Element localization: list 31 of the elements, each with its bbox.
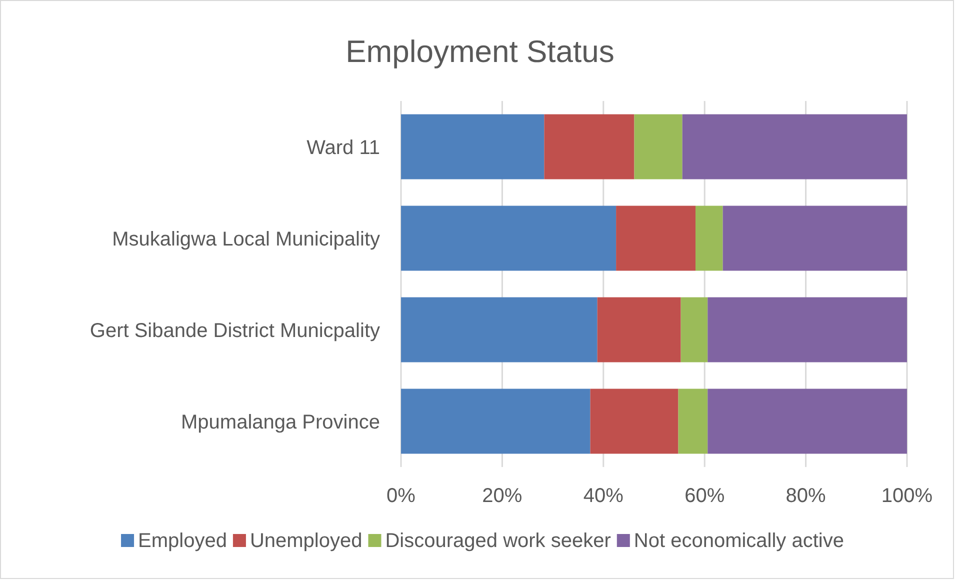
legend-label: Unemployed xyxy=(250,530,362,552)
bar xyxy=(401,206,616,271)
y-tick-label: Ward 11 xyxy=(306,136,380,159)
bar xyxy=(616,206,696,271)
y-tick-label: Mpumalanga Province xyxy=(181,411,380,434)
legend-label: Not economically active xyxy=(634,530,844,552)
y-tick-label: Msukaligwa Local Municipality xyxy=(112,228,380,250)
bar xyxy=(634,114,682,180)
bar xyxy=(680,297,708,362)
bar xyxy=(590,388,678,454)
chart-title: Employment Status xyxy=(346,34,614,69)
x-tick-label: 0% xyxy=(386,485,416,507)
y-tick-label: Gert Sibande District Municpality xyxy=(90,320,380,342)
bar xyxy=(722,206,907,271)
legend-label: Discouraged work seeker xyxy=(385,530,612,552)
bar xyxy=(678,388,708,454)
x-tick-label: 20% xyxy=(482,485,522,507)
x-tick-label: 40% xyxy=(583,485,624,507)
x-tick-label: 60% xyxy=(684,485,725,507)
bar xyxy=(401,388,590,454)
bar xyxy=(544,114,634,180)
x-tick-label: 80% xyxy=(786,485,826,507)
x-tick-label: 100% xyxy=(881,485,933,507)
bar xyxy=(401,114,544,180)
legend-label: Employed xyxy=(138,530,227,552)
bar xyxy=(695,206,723,271)
bar xyxy=(708,388,907,454)
bar xyxy=(682,114,907,180)
bar xyxy=(708,297,907,362)
bar xyxy=(597,297,681,362)
bar xyxy=(401,297,598,362)
